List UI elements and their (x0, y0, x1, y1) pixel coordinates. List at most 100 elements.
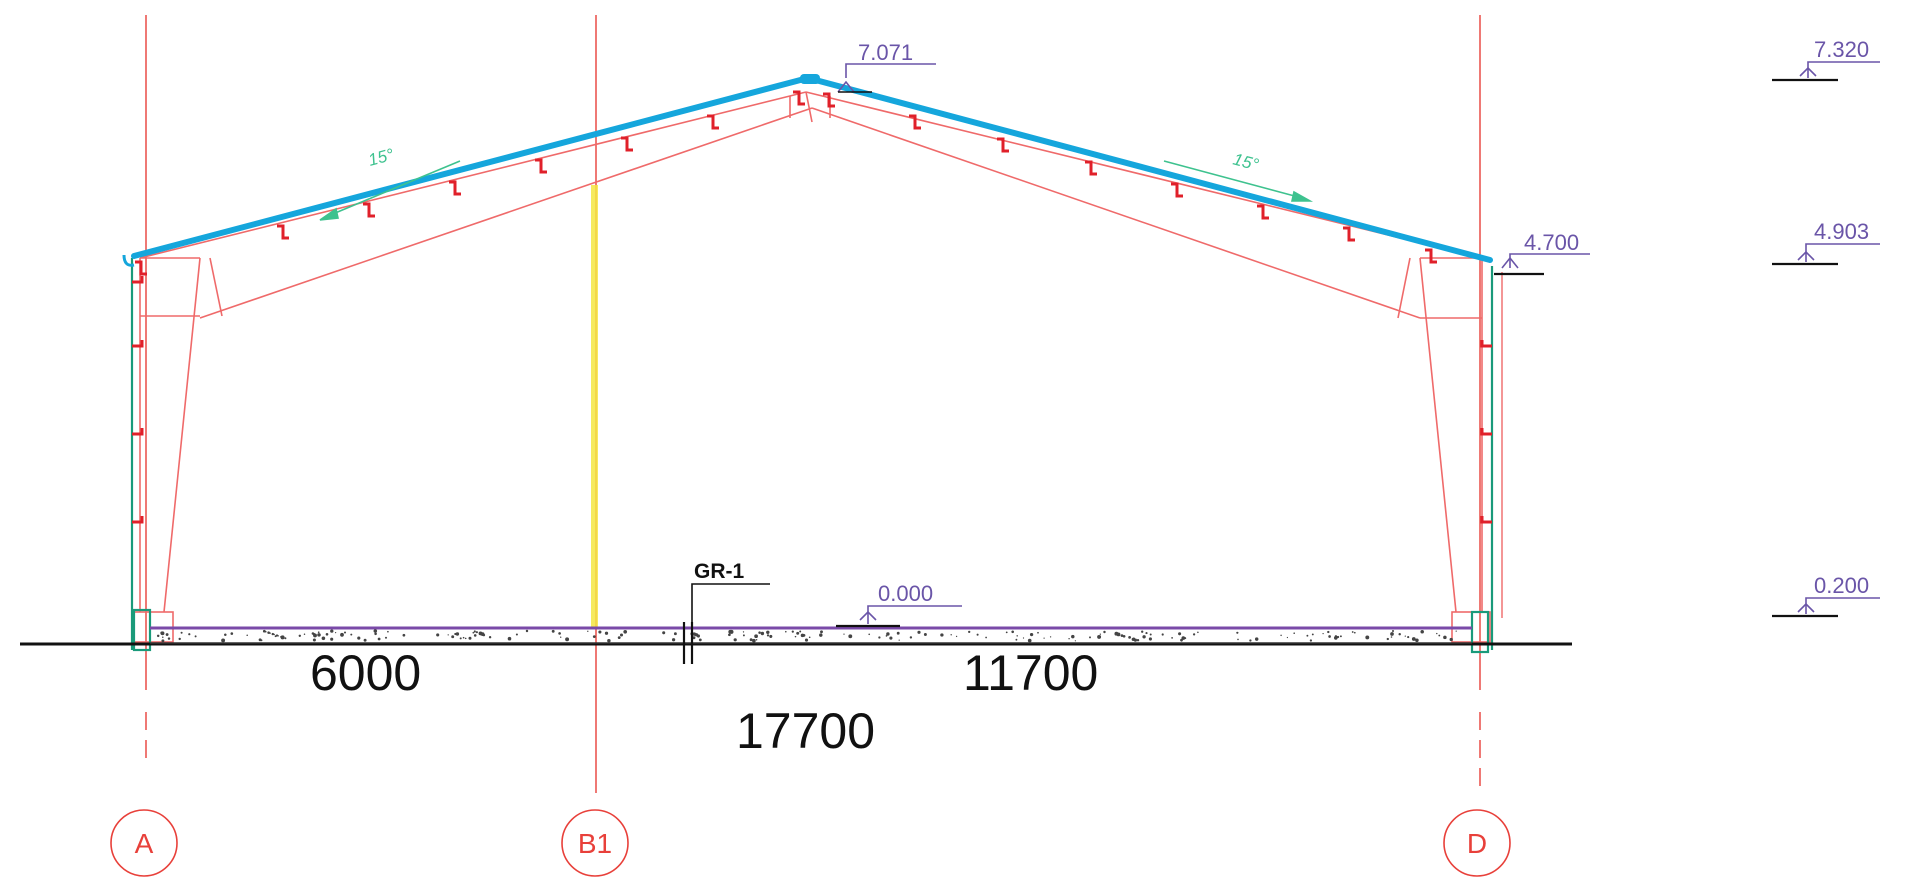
aggregate-dot (1022, 637, 1025, 639)
aggregate-dot (160, 631, 165, 636)
section-tag: GR-1 (691, 560, 770, 625)
aggregate-dot (455, 632, 460, 636)
purlin-0 (135, 260, 147, 276)
aggregate-dot (1141, 630, 1144, 633)
aggregate-dot (161, 639, 165, 643)
purlin-10 (997, 137, 1009, 153)
aggregate-dot (955, 635, 958, 638)
aggregate-dot (791, 630, 794, 633)
aggregate-dot (802, 634, 806, 637)
aggregate-dot (180, 631, 183, 634)
aggregate-dot (742, 631, 745, 633)
aggregate-dot (694, 633, 699, 637)
aggregate-dot (820, 630, 823, 634)
purlin-8 (823, 92, 835, 108)
aggregate-dot (165, 633, 169, 637)
aggregate-dot (755, 638, 758, 641)
aggregate-dot (1197, 631, 1199, 634)
axis-label-a: A (135, 828, 154, 859)
level-eave-label: 4.700 (1524, 230, 1579, 255)
aggregate-dot (1103, 630, 1106, 634)
aggregate-dot (1339, 635, 1342, 638)
girt-right-1 (1480, 428, 1492, 436)
scale-label-mid: 4.903 (1814, 219, 1869, 244)
aggregate-dot (325, 632, 329, 636)
aggregate-dot (799, 630, 802, 633)
aggregate-dot (1407, 636, 1410, 639)
section-cut-mark (682, 622, 694, 664)
aggregate-dot (896, 631, 900, 635)
aggregate-dot (1074, 640, 1077, 642)
aggregate-dot (330, 629, 334, 633)
aggregate-dot (898, 639, 900, 641)
aggregate-dot (1327, 630, 1330, 634)
aggregate-dot (374, 632, 377, 636)
aggregate-dot (752, 638, 756, 643)
aggregate-dot (1089, 636, 1091, 639)
girt-left-0 (132, 276, 144, 284)
aggregate-dot (468, 636, 472, 640)
aggregate-dot (230, 632, 234, 635)
aggregate-dot (1161, 633, 1164, 636)
aggregate-dot (749, 638, 753, 642)
level-ridge (837, 63, 936, 93)
aggregate-dot (340, 632, 344, 637)
aggregate-dot (1068, 637, 1070, 640)
aggregate-dot (451, 635, 455, 639)
aggregate-dot (1398, 632, 1401, 636)
aggregate-dot (728, 633, 731, 637)
girt-left-1 (132, 340, 144, 348)
girt-left-2 (132, 428, 144, 436)
aggregate-dot (350, 633, 353, 636)
purlin-11 (1085, 160, 1097, 176)
aggregate-dot (507, 636, 512, 641)
aggregate-dot (551, 629, 555, 633)
aggregate-dot (742, 634, 745, 637)
aggregate-dot (760, 631, 765, 636)
aggregate-dot (1148, 637, 1152, 641)
aggregate-dot (1136, 638, 1140, 642)
aggregate-dot (357, 636, 361, 640)
aggregate-dot (766, 634, 770, 637)
aggregate-dot (1311, 633, 1314, 636)
aggregate-dot (886, 632, 890, 636)
aggregate-dot (885, 635, 888, 637)
scale-marker-bottom (1772, 597, 1880, 618)
aggregate-dot (909, 636, 913, 639)
aggregate-dot (1391, 629, 1395, 633)
aggregate-dot (758, 631, 761, 634)
purlin-6 (707, 114, 719, 130)
wall-cladding (130, 258, 1494, 654)
aggregate-dot (1192, 633, 1196, 636)
aggregate-dot (796, 631, 800, 635)
aggregate-dot (1180, 640, 1183, 642)
aggregate-dot (280, 635, 285, 640)
aggregate-dot (1037, 631, 1039, 634)
level-floor (836, 605, 962, 628)
aggregate-dot (1043, 637, 1045, 639)
aggregate-dot (1286, 636, 1289, 639)
aggregate-dot (1333, 636, 1338, 640)
purlin-2 (363, 202, 375, 218)
aggregate-dot (754, 634, 758, 639)
girt-right-0 (1480, 340, 1492, 348)
aggregate-dot (671, 638, 676, 642)
aggregate-dot (808, 636, 811, 639)
aggregate-dot (1178, 632, 1182, 636)
purlin-3 (449, 180, 461, 196)
aggregate-dot (473, 634, 477, 637)
aggregate-dot (1011, 630, 1014, 634)
purlin-14 (1343, 226, 1355, 242)
aggregate-dot (1120, 634, 1124, 637)
aggregate-dot (1133, 638, 1138, 642)
aggregate-dot (728, 629, 733, 634)
aggregate-dot (284, 637, 287, 640)
aggregate-dot (819, 633, 823, 637)
aggregate-dot (1280, 634, 1282, 637)
aggregate-dot (246, 634, 248, 636)
aggregate-dot (1142, 635, 1146, 639)
scale-label-top: 7.320 (1814, 37, 1869, 62)
aggregate-dot (1029, 632, 1034, 637)
slope-right (1163, 160, 1314, 202)
